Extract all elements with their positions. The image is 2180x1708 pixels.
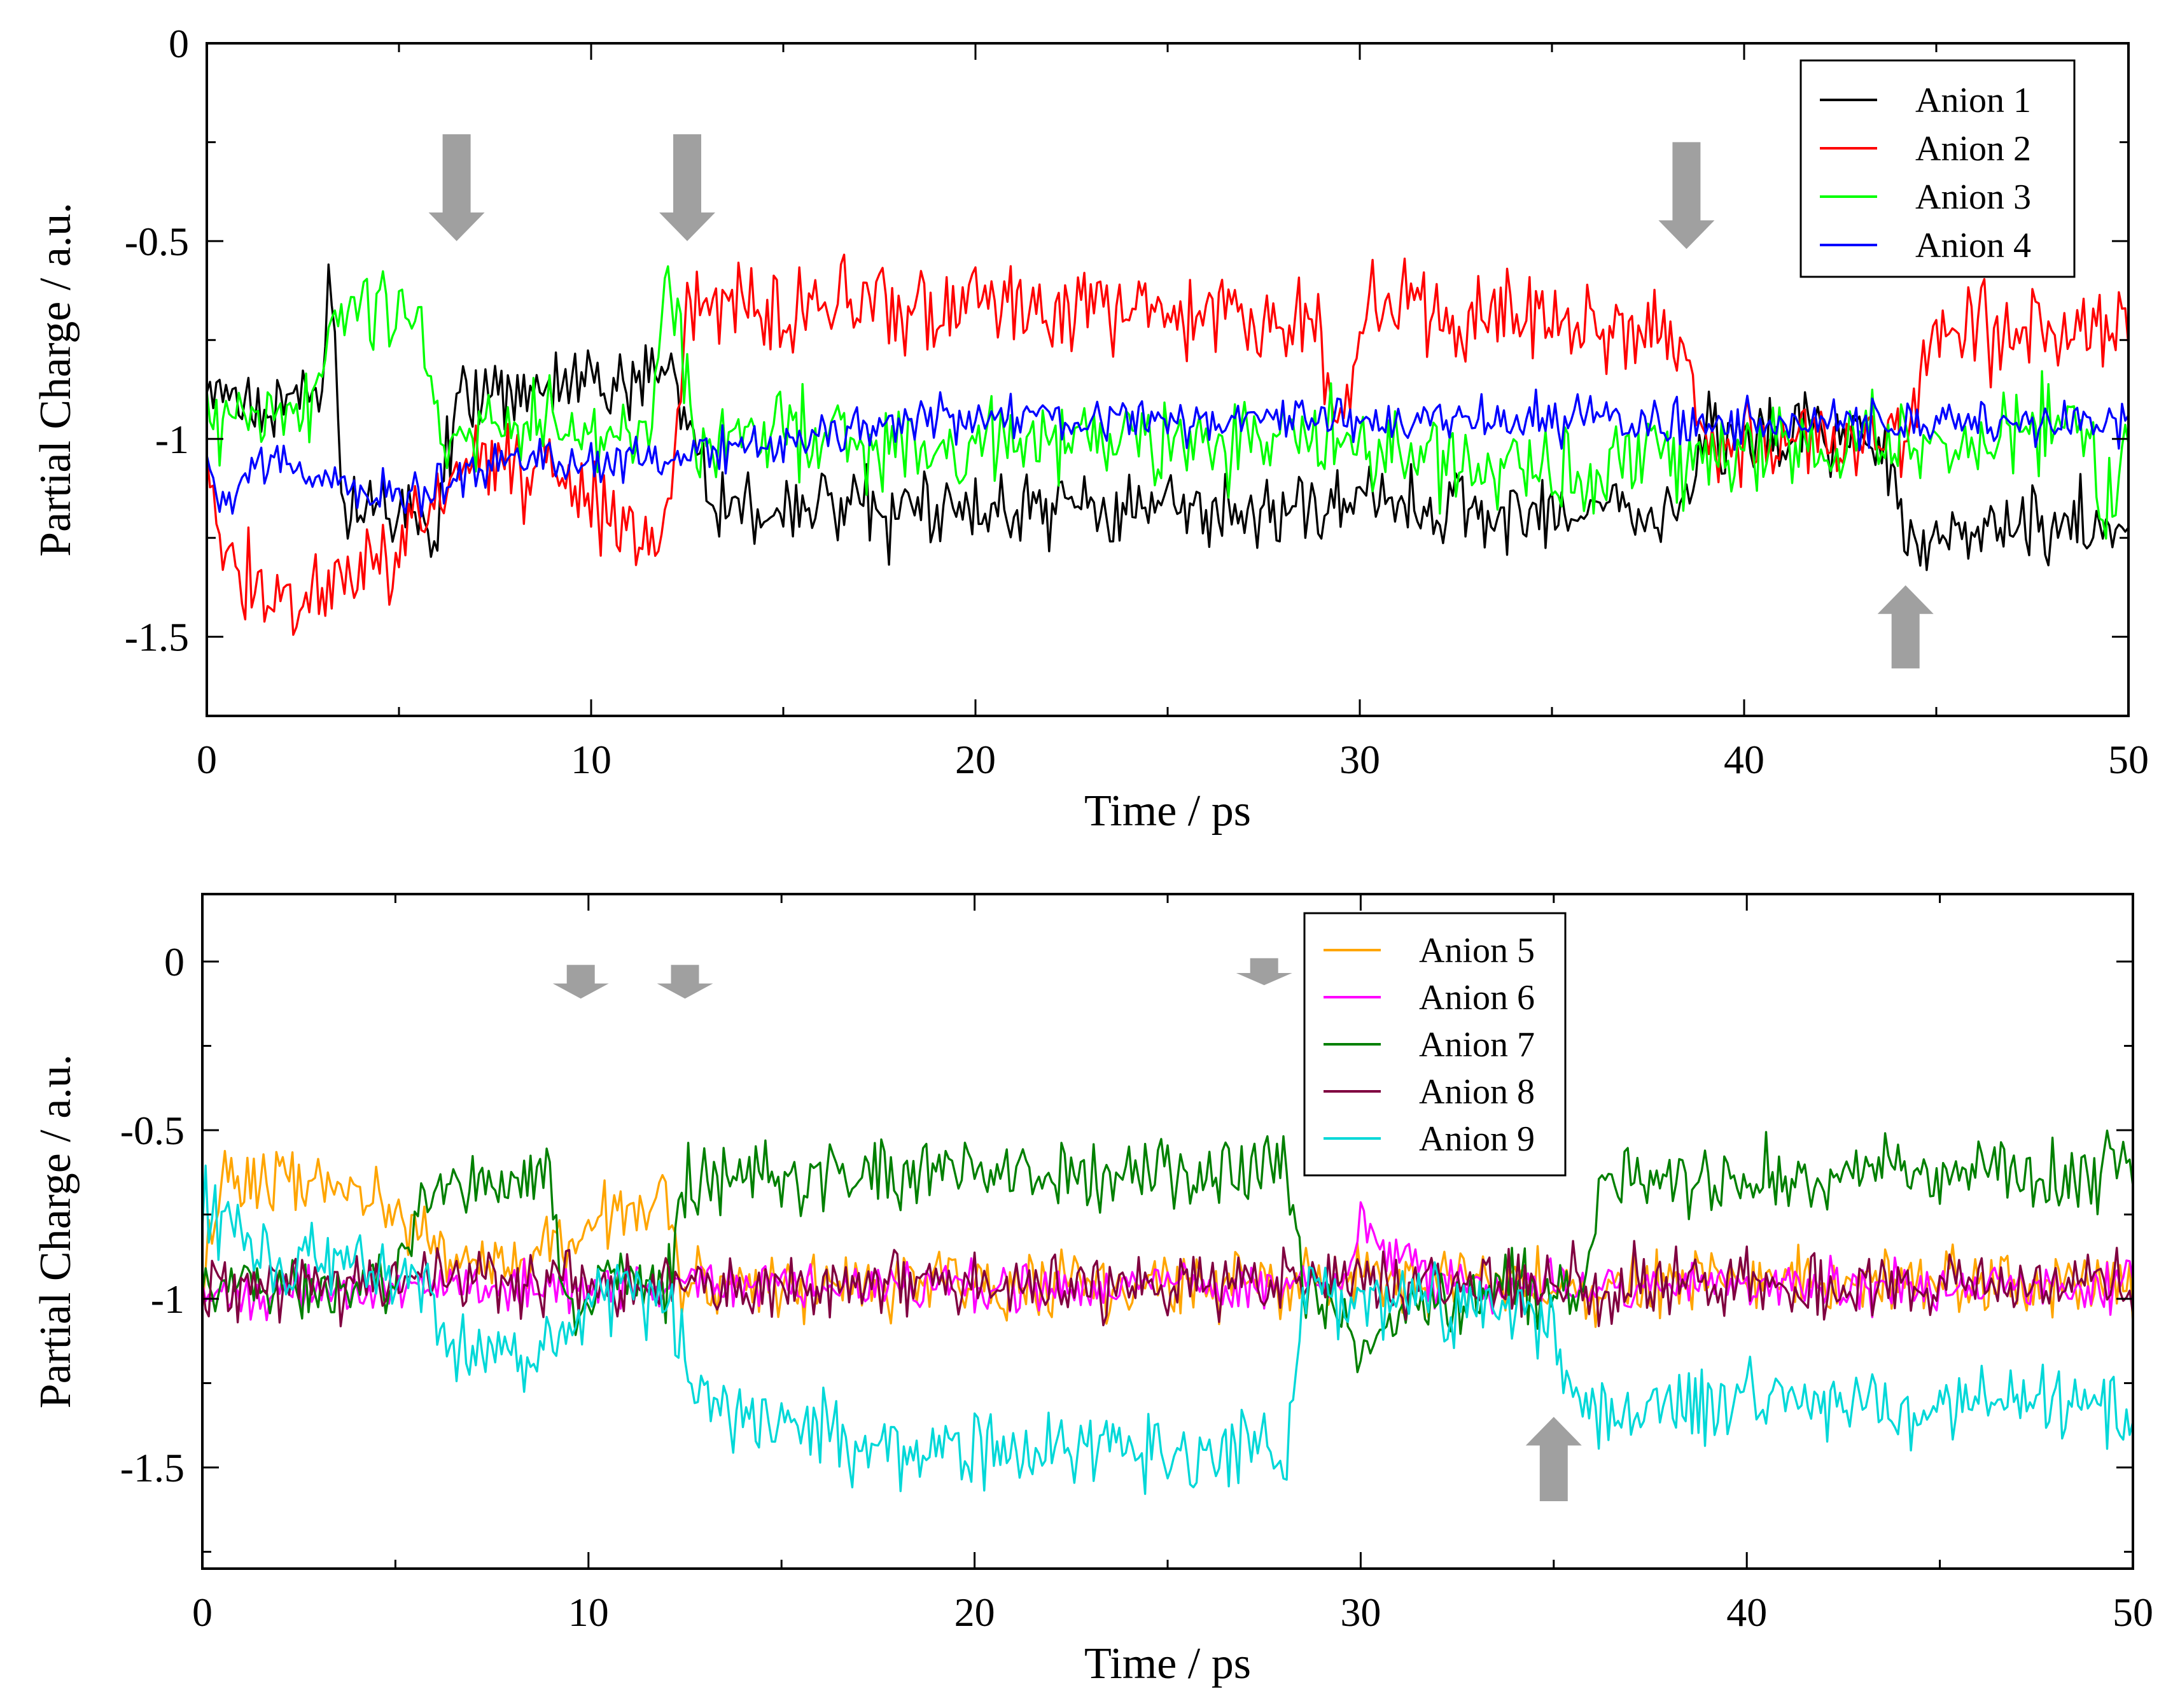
legend-label: Anion 8 (1419, 1072, 1535, 1112)
series-line-anion-2 (207, 253, 2128, 636)
bottom-panel: 0 10 20 30 40 50 0 -0.5 -1 -1.5 Time / ps Partial C… (31, 893, 2153, 1688)
x-tick-label: 40 (1726, 1590, 1767, 1635)
series-line-anion-9 (202, 1165, 2133, 1495)
x-tick-label: 10 (568, 1590, 609, 1635)
legend-label: Anion 1 (1915, 81, 2031, 120)
legend-label: Anion 3 (1915, 178, 2031, 217)
y-tick-label: -0.5 (125, 219, 189, 264)
x-tick-label: 30 (1340, 1590, 1381, 1635)
down-arrow-icon (659, 134, 715, 241)
legend: Anion 1 Anion 2 Anion 3 Anion 4 (1799, 59, 2076, 278)
down-arrow-icon (1658, 142, 1715, 249)
series-line-anion-4 (207, 388, 2128, 517)
x-tick-label: 0 (197, 737, 217, 782)
y-axis-title: Partial Charge / a.u. (31, 202, 80, 557)
x-tick-label: 40 (1724, 737, 1764, 782)
x-tick-label: 50 (2108, 737, 2149, 782)
x-axis-title: Time / ps (1084, 1639, 1251, 1688)
x-tick-label: 30 (1339, 737, 1380, 782)
y-tick-label: 0 (169, 21, 189, 66)
y-tick-label: -1 (155, 417, 189, 462)
up-arrow-icon (1525, 1417, 1582, 1501)
down-arrow-icon (552, 965, 609, 999)
legend-label: Anion 5 (1419, 931, 1535, 970)
legend-label: Anion 4 (1915, 226, 2031, 265)
legend-label: Anion 2 (1915, 129, 2031, 169)
legend-label: Anion 9 (1419, 1119, 1535, 1159)
legend-label: Anion 6 (1419, 978, 1535, 1018)
series-line-anion-1 (207, 263, 2128, 571)
legend-box (1799, 59, 2076, 278)
series-line-anion-7 (202, 1130, 2133, 1373)
down-arrow-icon (657, 965, 713, 999)
x-tick-label: 50 (2113, 1590, 2153, 1635)
legend: Anion 5 Anion 6 Anion 7 Anion 8 Anion 9 (1303, 912, 1567, 1177)
series-line-anion-6 (202, 1201, 2133, 1322)
y-tick-label: -1.5 (125, 615, 189, 660)
top-panel: 0 10 20 30 40 50 0 -0.5 -1 -1.5 Time / ps Partial C… (31, 21, 2149, 836)
x-tick-label: 10 (571, 737, 611, 782)
x-axis-title: Time / ps (1084, 787, 1251, 836)
series-line-anion-8 (202, 1240, 2133, 1327)
series-group (202, 1130, 2133, 1495)
x-tick-label: 0 (192, 1590, 213, 1635)
y-axis-title: Partial Charge / a.u. (31, 1054, 80, 1409)
down-arrow-icon (428, 134, 485, 241)
y-tick-label: -1 (151, 1277, 185, 1322)
up-arrow-icon (1877, 585, 1934, 669)
y-tick-label: -0.5 (120, 1108, 185, 1153)
y-tick-label: -1.5 (120, 1445, 185, 1490)
down-arrow-icon (1236, 958, 1292, 986)
x-tick-label: 20 (954, 1590, 995, 1635)
series-group (207, 253, 2128, 636)
y-tick-label: 0 (164, 939, 185, 984)
legend-label: Anion 7 (1419, 1025, 1535, 1065)
x-tick-label: 20 (955, 737, 996, 782)
